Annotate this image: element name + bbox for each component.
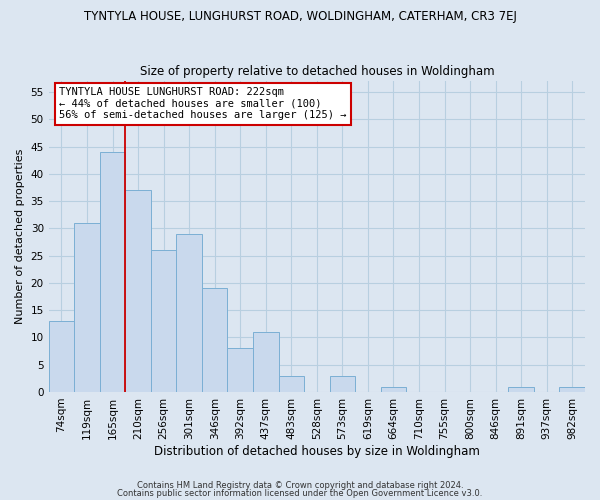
Text: Contains HM Land Registry data © Crown copyright and database right 2024.: Contains HM Land Registry data © Crown c… <box>137 481 463 490</box>
Bar <box>74 223 100 392</box>
Bar <box>227 348 253 392</box>
Bar <box>278 376 304 392</box>
Bar <box>329 376 355 392</box>
Title: Size of property relative to detached houses in Woldingham: Size of property relative to detached ho… <box>140 66 494 78</box>
Bar <box>380 386 406 392</box>
Text: TYNTYLA HOUSE LUNGHURST ROAD: 222sqm
← 44% of detached houses are smaller (100)
: TYNTYLA HOUSE LUNGHURST ROAD: 222sqm ← 4… <box>59 88 347 120</box>
Bar <box>508 386 534 392</box>
Bar <box>125 190 151 392</box>
X-axis label: Distribution of detached houses by size in Woldingham: Distribution of detached houses by size … <box>154 444 480 458</box>
Bar <box>202 288 227 392</box>
Text: TYNTYLA HOUSE, LUNGHURST ROAD, WOLDINGHAM, CATERHAM, CR3 7EJ: TYNTYLA HOUSE, LUNGHURST ROAD, WOLDINGHA… <box>83 10 517 23</box>
Y-axis label: Number of detached properties: Number of detached properties <box>15 149 25 324</box>
Bar <box>559 386 585 392</box>
Bar <box>176 234 202 392</box>
Bar <box>253 332 278 392</box>
Bar <box>49 321 74 392</box>
Bar <box>100 152 125 392</box>
Text: Contains public sector information licensed under the Open Government Licence v3: Contains public sector information licen… <box>118 488 482 498</box>
Bar <box>151 250 176 392</box>
